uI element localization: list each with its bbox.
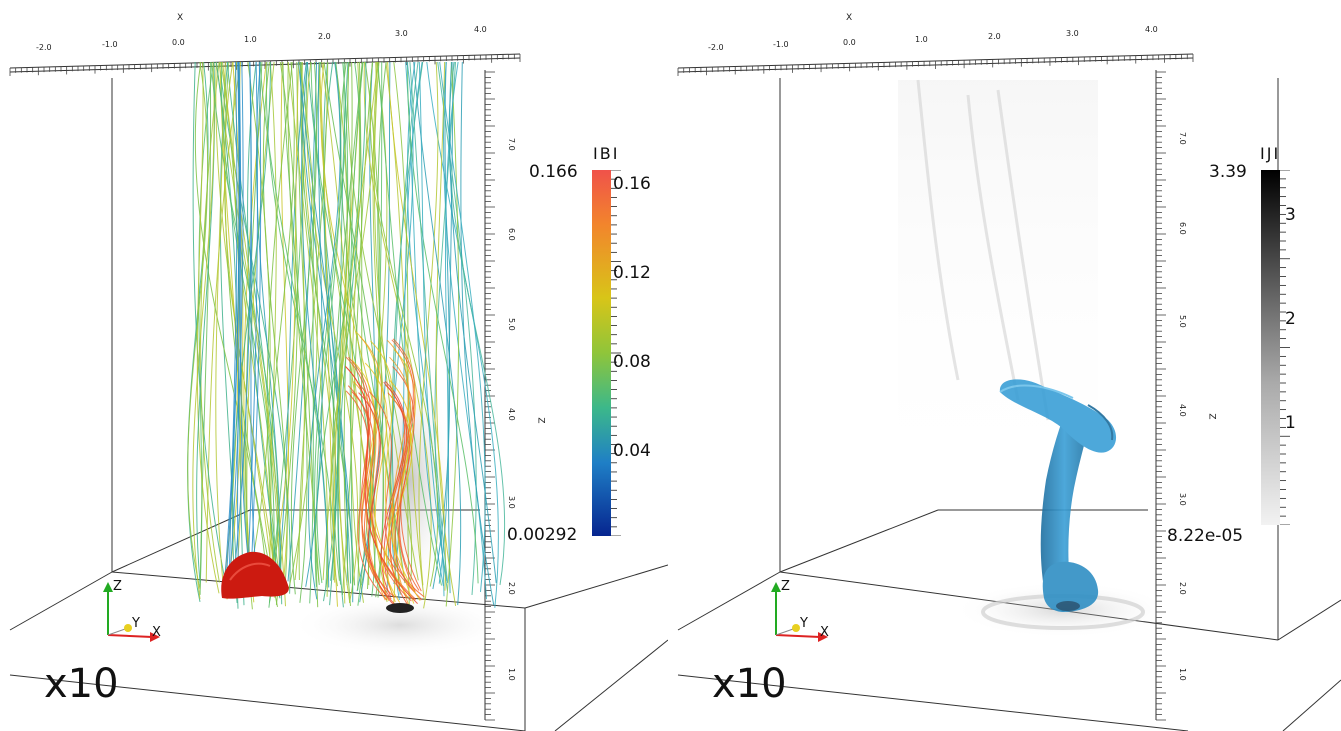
x-tick-label: 0.0: [172, 38, 185, 47]
blue-isosurface: [999, 379, 1117, 612]
x-axis-title: X: [177, 13, 184, 23]
colorbar-ticks: [611, 170, 621, 536]
x-tick-label: 4.0: [474, 25, 487, 34]
colorbar-grayscale: [1261, 170, 1280, 525]
frame-label: x10: [44, 661, 119, 707]
dark-spot: [386, 603, 414, 613]
right-3d-scene: [677, 53, 1341, 731]
z-axis-title: Z: [1206, 413, 1217, 420]
triad-z-label: Z: [781, 579, 790, 594]
z-tick-label: 5.0: [1178, 315, 1187, 328]
z-tick-label: 3.0: [1178, 493, 1187, 506]
floor-glow: [290, 595, 510, 655]
axes-triad: [771, 582, 828, 642]
colorbar-tick-label: 0.04: [613, 441, 651, 461]
x-tick-label: 3.0: [395, 29, 408, 38]
colorbar-tick-label: 0.08: [613, 352, 651, 372]
colorbar-tick-label: 3: [1285, 205, 1296, 225]
colorbar-max-label: 3.39: [1209, 162, 1247, 182]
colorbar-title: IBI: [593, 144, 620, 163]
colorbar-max-label: 0.166: [529, 162, 578, 182]
colorbar-tick-label: 2: [1285, 309, 1296, 329]
z-tick-label: 1.0: [1178, 668, 1187, 681]
x-axis-title: X: [846, 13, 853, 23]
x-tick-label: 2.0: [318, 32, 331, 41]
triad-x-label: X: [820, 625, 829, 640]
x-tick-label: 2.0: [988, 32, 1001, 41]
z-tick-label: 2.0: [1178, 582, 1187, 595]
axes-triad: [103, 582, 160, 642]
x-tick-label: -2.0: [36, 43, 52, 52]
x-tick-label: -2.0: [708, 43, 724, 52]
z-tick-label: 5.0: [507, 318, 516, 331]
colorbar-tick-label: 0.16: [613, 174, 651, 194]
magnetic-field-lines: [187, 61, 506, 610]
x-tick-label: 1.0: [915, 35, 928, 44]
colorbar-tick-label: 1: [1285, 413, 1296, 433]
colorbar-jet: [592, 170, 611, 536]
x-tick-label: 4.0: [1145, 25, 1158, 34]
z-axis-ticks: [1156, 71, 1166, 721]
x-axis-ticks: [9, 54, 521, 76]
colorbar-min-label: 8.22e-05: [1167, 526, 1244, 546]
z-tick-label: 7.0: [1178, 132, 1187, 145]
z-tick-label: 6.0: [1178, 222, 1187, 235]
z-tick-label: 6.0: [507, 228, 516, 241]
z-tick-label: 4.0: [507, 408, 516, 421]
x-axis-ticks: [677, 54, 1194, 76]
z-axis-ticks: [485, 71, 495, 721]
z-tick-label: 1.0: [507, 668, 516, 681]
colorbar-title: IJI: [1260, 144, 1281, 163]
left-3d-scene: [9, 53, 668, 731]
x-tick-label: 3.0: [1066, 29, 1079, 38]
colorbar-min-label: 0.00292: [507, 525, 578, 545]
triad-y-label: Y: [800, 616, 808, 631]
x-tick-label: -1.0: [102, 40, 118, 49]
x-tick-label: 1.0: [244, 35, 257, 44]
colorbar-ticks: [1280, 170, 1290, 525]
red-isosurface: [221, 551, 289, 599]
z-tick-label: 4.0: [1178, 404, 1187, 417]
z-tick-label: 2.0: [507, 582, 516, 595]
frame-label: x10: [712, 661, 787, 707]
triad-x-label: X: [152, 625, 161, 640]
z-tick-label: 7.0: [507, 138, 516, 151]
x-tick-label: 0.0: [843, 38, 856, 47]
triad-z-label: Z: [113, 579, 122, 594]
right-render-view[interactable]: X -2.0 -1.0 0.0 1.0 2.0 3.0 4.0 7.0 6.0 …: [668, 0, 1341, 731]
left-render-view[interactable]: X -2.0 -1.0 0.0 1.0 2.0 3.0 4.0 7.0 6.0 …: [0, 0, 668, 731]
bounding-box: [9, 70, 668, 731]
colorbar-tick-label: 0.12: [613, 263, 651, 283]
z-tick-label: 3.0: [507, 496, 516, 509]
triad-y-label: Y: [132, 616, 140, 631]
x-tick-label: -1.0: [773, 40, 789, 49]
z-axis-title: Z: [535, 417, 546, 424]
